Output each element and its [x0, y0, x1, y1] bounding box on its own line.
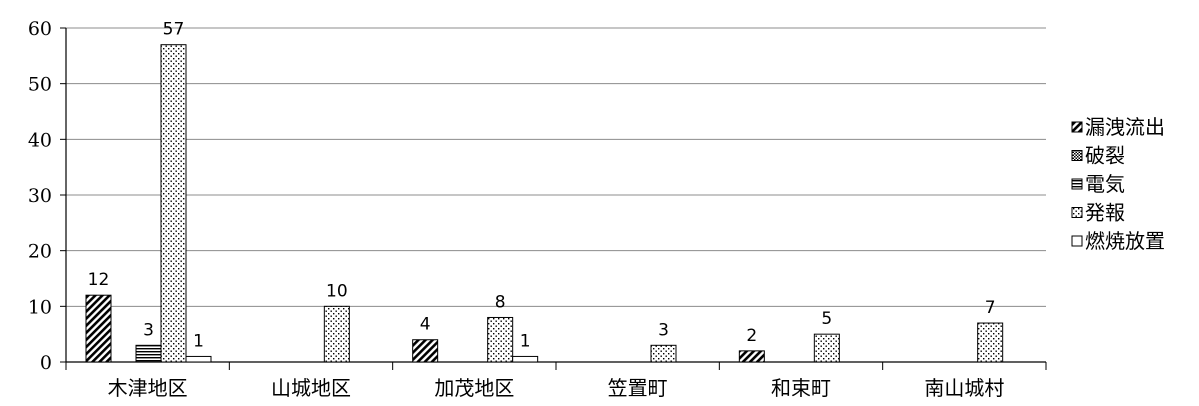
data-label: 3: [658, 320, 669, 340]
legend-swatch: [1072, 208, 1082, 218]
data-label: 57: [163, 20, 185, 40]
y-axis-ticks: 0 10 20 30 40 50 60: [28, 18, 66, 374]
category-label: 和束町: [771, 376, 831, 400]
legend-label: 燃焼放置: [1085, 229, 1165, 253]
data-label: 2: [746, 326, 757, 346]
bar: [739, 351, 764, 362]
data-label: 12: [88, 270, 110, 290]
category-label: 山城地区: [271, 376, 351, 400]
axes: [66, 28, 1046, 370]
y-tick-label: 50: [28, 74, 52, 96]
category-labels: 木津地区 山城地区 加茂地区 笠置町 和束町 南山城村: [108, 376, 1005, 400]
legend-swatch: [1072, 179, 1082, 189]
bar: [186, 356, 211, 362]
legend-swatch: [1072, 122, 1082, 132]
category-label: 木津地区: [108, 376, 188, 400]
data-label: 1: [193, 331, 204, 351]
y-tick-label: 30: [28, 185, 52, 207]
bars: [86, 45, 1003, 362]
data-label: 1: [520, 331, 531, 351]
y-tick-label: 40: [28, 129, 52, 151]
y-tick-label: 10: [28, 296, 52, 318]
data-label: 8: [495, 292, 506, 312]
gridlines: [66, 28, 1046, 306]
data-label: 10: [326, 281, 348, 301]
legend-swatch: [1072, 151, 1082, 161]
data-label: 7: [985, 298, 996, 318]
legend-label: 発報: [1085, 201, 1125, 225]
category-label: 南山城村: [924, 376, 1004, 400]
category-label: 加茂地区: [434, 376, 514, 400]
bar: [651, 345, 676, 362]
y-tick-label: 20: [28, 241, 52, 263]
data-label: 3: [143, 320, 154, 340]
data-label: 5: [821, 309, 832, 329]
bar: [161, 45, 186, 362]
bar: [513, 356, 538, 362]
legend-label: 破裂: [1085, 144, 1125, 168]
bar: [814, 334, 839, 362]
legend-label: 電気: [1085, 172, 1125, 196]
bar: [978, 323, 1003, 362]
legend-swatch: [1072, 236, 1082, 246]
legend-label: 漏洩流出: [1085, 115, 1165, 139]
data-label: 4: [420, 315, 431, 335]
bar: [413, 340, 438, 362]
bar: [324, 306, 349, 362]
y-tick-label: 0: [40, 352, 52, 374]
bar: [86, 295, 111, 362]
category-label: 笠置町: [608, 376, 668, 400]
bar: [488, 317, 513, 362]
bar: [136, 345, 161, 362]
y-tick-label: 60: [28, 18, 52, 40]
